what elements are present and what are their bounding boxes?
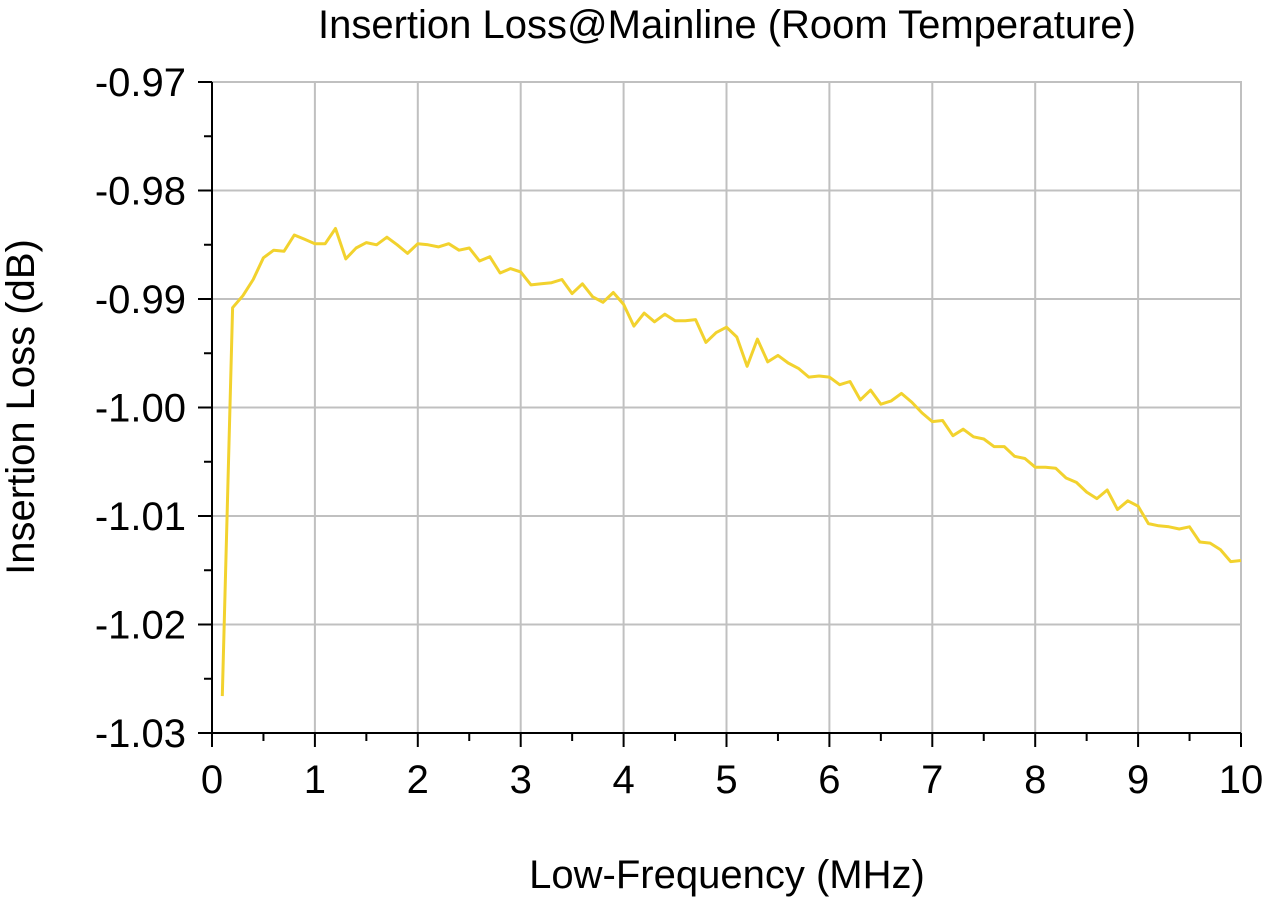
y-tick-label: -1.01	[95, 495, 186, 539]
y-tick-label: -1.02	[95, 604, 186, 648]
series-line	[220, 227, 1242, 697]
x-axis-label: Low-Frequency (MHz)	[529, 853, 925, 897]
x-tick-label: 9	[1127, 758, 1149, 802]
x-tick-label: 7	[921, 758, 943, 802]
x-tick-label: 1	[304, 758, 326, 802]
x-tick-label: 10	[1219, 758, 1264, 802]
x-tick-label: 0	[201, 758, 223, 802]
x-tick-label: 4	[612, 758, 634, 802]
series-group	[220, 227, 1242, 697]
x-tick-label: 5	[715, 758, 737, 802]
y-tick-label: -0.98	[95, 170, 186, 214]
y-tick-labels: -0.97 -0.98 -0.99 -1.00 -1.01 -1.02 -1.03	[95, 61, 186, 756]
y-axis-label: Insertion Loss (dB)	[0, 239, 43, 575]
chart-title: Insertion Loss@Mainline (Room Temperatur…	[318, 3, 1136, 47]
x-tick-labels: 0 1 2 3 4 5 6 7 8 9 10	[201, 758, 1263, 802]
y-tick-label: -1.03	[95, 712, 186, 756]
x-tick-label: 6	[818, 758, 840, 802]
axes	[198, 81, 1242, 747]
y-tick-label: -1.00	[95, 387, 186, 431]
y-tick-label: -0.99	[95, 278, 186, 322]
x-tick-label: 3	[510, 758, 532, 802]
x-tick-label: 8	[1024, 758, 1046, 802]
y-tick-label: -0.97	[95, 61, 186, 105]
x-tick-label: 2	[407, 758, 429, 802]
grid-lines	[212, 82, 1241, 733]
